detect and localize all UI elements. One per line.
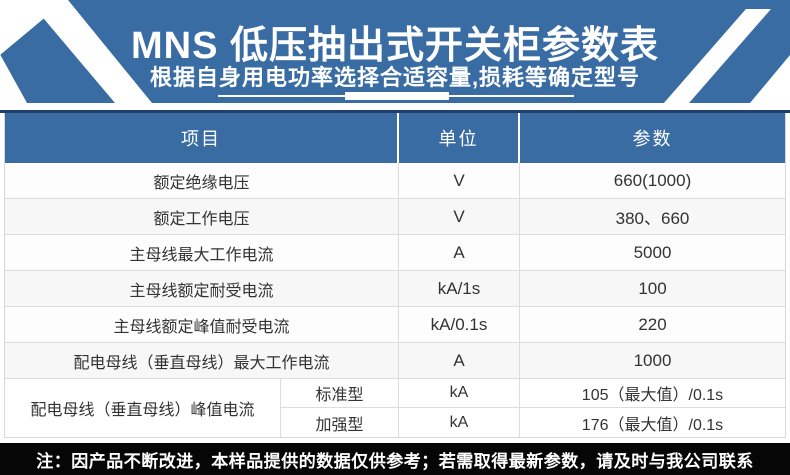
subrow-value: 105（最大值）/0.1s xyxy=(520,379,785,408)
table-row: 额定绝缘电压 V 660(1000) xyxy=(5,163,785,199)
row-unit: V xyxy=(399,163,520,198)
row-value: 1000 xyxy=(633,350,672,370)
row-unit: A xyxy=(399,235,520,270)
row-value: 100 xyxy=(638,278,667,298)
row-value: 380、660 xyxy=(615,209,690,228)
row-unit: kA/1s xyxy=(399,271,520,306)
title-underline-center xyxy=(345,92,449,100)
row-value: 660(1000) xyxy=(613,170,692,190)
table-top-rule xyxy=(0,110,790,113)
row-label: 主母线额定耐受电流 xyxy=(5,271,399,306)
footer-note-bar: 注：因产品不断改进，本样品提供的数据仅供参考；若需取得最新参数，请及时与我公司联… xyxy=(0,443,790,475)
subrow-unit: kA xyxy=(399,408,520,437)
row-label: 配电母线（垂直母线）最大工作电流 xyxy=(5,343,399,378)
page-title: MNS 低压抽出式开关柜参数表 xyxy=(130,25,659,67)
subrow-type: 加强型 xyxy=(281,408,399,437)
banner-stripe-art xyxy=(0,0,790,103)
column-header-unit: 单位 xyxy=(399,113,520,163)
subrow-type: 标准型 xyxy=(281,379,399,408)
table-row: 配电母线（垂直母线）最大工作电流 A 1000 xyxy=(5,343,785,379)
row-unit: V xyxy=(399,199,520,234)
row-value: 5000 xyxy=(633,242,672,262)
footer-note: 注：因产品不断改进，本样品提供的数据仅供参考；若需取得最新参数，请及时与我公司联… xyxy=(36,451,754,471)
subrow-unit: kA xyxy=(399,379,520,408)
table-header-row: 项目 单位 参数 xyxy=(5,113,785,163)
row-label: 主母线额定峰值耐受电流 xyxy=(5,307,399,342)
row-unit: A xyxy=(399,343,520,378)
spec-table: 项目 单位 参数 额定绝缘电压 V 660(1000) 额定工作电压 V 380… xyxy=(4,113,786,438)
row-label: 额定工作电压 xyxy=(5,199,399,234)
table-group-row: 配电母线（垂直母线）峰值电流 标准型 kA 105（最大值）/0.1s 加强型 … xyxy=(5,379,785,437)
row-unit: kA/0.1s xyxy=(399,307,520,342)
table-row: 主母线额定峰值耐受电流 kA/0.1s 220 xyxy=(5,307,785,343)
table-row: 主母线额定耐受电流 kA/1s 100 xyxy=(5,271,785,307)
subrow-value: 176（最大值）/0.1s xyxy=(581,416,724,434)
row-label: 主母线最大工作电流 xyxy=(5,235,399,270)
table-row: 主母线最大工作电流 A 5000 xyxy=(5,235,785,271)
table-row: 额定工作电压 V 380、660 xyxy=(5,199,785,235)
column-header-param: 参数 xyxy=(632,129,673,149)
group-row-label: 配电母线（垂直母线）峰值电流 xyxy=(5,379,281,437)
header-banner: MNS 低压抽出式开关柜参数表 根据自身用电功率选择合适容量,损耗等确定型号 xyxy=(0,0,790,110)
page-subtitle: 根据自身用电功率选择合适容量,损耗等确定型号 xyxy=(149,65,641,90)
row-label: 额定绝缘电压 xyxy=(5,163,399,198)
row-value: 220 xyxy=(638,314,667,334)
column-header-item: 项目 xyxy=(5,113,399,163)
